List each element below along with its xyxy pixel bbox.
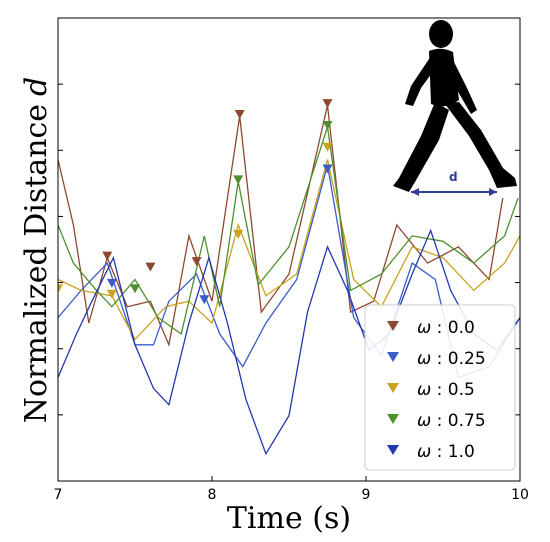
- legend-label-3: ω : 0.75: [417, 411, 486, 431]
- peak-marker-1-2: [322, 164, 333, 174]
- legend-marker-4: [387, 445, 399, 455]
- legend-item-0: ω : 0.0: [387, 318, 475, 338]
- peak-marker-3-1: [233, 175, 244, 185]
- series-layer: [58, 94, 520, 456]
- peak-marker-0-4: [322, 99, 333, 109]
- peak-marker-0-1: [145, 262, 156, 272]
- distance-label: d: [449, 170, 458, 184]
- plot-area: [58, 94, 520, 456]
- legend: ω : 0.0 ω : 0.25 ω : 0.5 ω : 0.75 ω : 1.0: [364, 304, 516, 471]
- peak-marker-2-0: [58, 284, 63, 294]
- legend-marker-0: [387, 321, 399, 331]
- y-axis-label: Normalized Distance d: [19, 77, 54, 424]
- legend-marker-1: [387, 352, 399, 362]
- series-line-0: [58, 94, 520, 348]
- x-tick-label-3: 10: [511, 487, 529, 503]
- legend-item-3: ω : 0.75: [387, 411, 486, 431]
- legend-label-0: ω : 0.0: [417, 318, 475, 338]
- peak-marker-0-3: [234, 110, 245, 120]
- peak-marker-1-0: [106, 278, 117, 288]
- legend-label-1: ω : 0.25: [417, 349, 486, 369]
- x-tick-label-1: 8: [208, 487, 217, 503]
- peak-marker-0-0: [102, 251, 113, 261]
- walking-person-icon: d: [385, 18, 520, 198]
- peak-marker-2-1: [106, 289, 117, 299]
- marker-layer: [58, 99, 333, 305]
- series-line-2: [58, 159, 520, 341]
- legend-label-4: ω : 1.0: [417, 442, 475, 462]
- x-axis-ticks: 7 8 9 10: [54, 476, 529, 503]
- peak-marker-3-0: [130, 284, 140, 294]
- legend-label-2: ω : 0.5: [417, 380, 475, 400]
- x-tick-label-2: 9: [362, 487, 371, 503]
- x-axis-label: Time (s): [227, 501, 351, 536]
- legend-marker-3: [387, 414, 399, 424]
- y-axis-ticks: [58, 83, 520, 416]
- series-line-4: [58, 228, 520, 456]
- peak-marker-0-2: [191, 257, 202, 267]
- peak-marker-3-2: [322, 120, 333, 130]
- y-axis-label-text: Normalized Distance: [19, 104, 54, 423]
- legend-box: [364, 304, 516, 471]
- series-line-3: [58, 126, 520, 335]
- legend-marker-2: [387, 383, 399, 393]
- peak-marker-2-2: [233, 229, 244, 239]
- legend-item-2: ω : 0.5: [387, 380, 475, 400]
- peak-marker-1-1: [199, 295, 210, 305]
- legend-item-1: ω : 0.25: [387, 349, 486, 369]
- axes-frame: [57, 17, 521, 482]
- y-axis-label-var: d: [19, 77, 54, 96]
- legend-item-4: ω : 1.0: [387, 442, 475, 462]
- x-tick-label-0: 7: [54, 487, 63, 503]
- peak-marker-2-3: [322, 142, 333, 152]
